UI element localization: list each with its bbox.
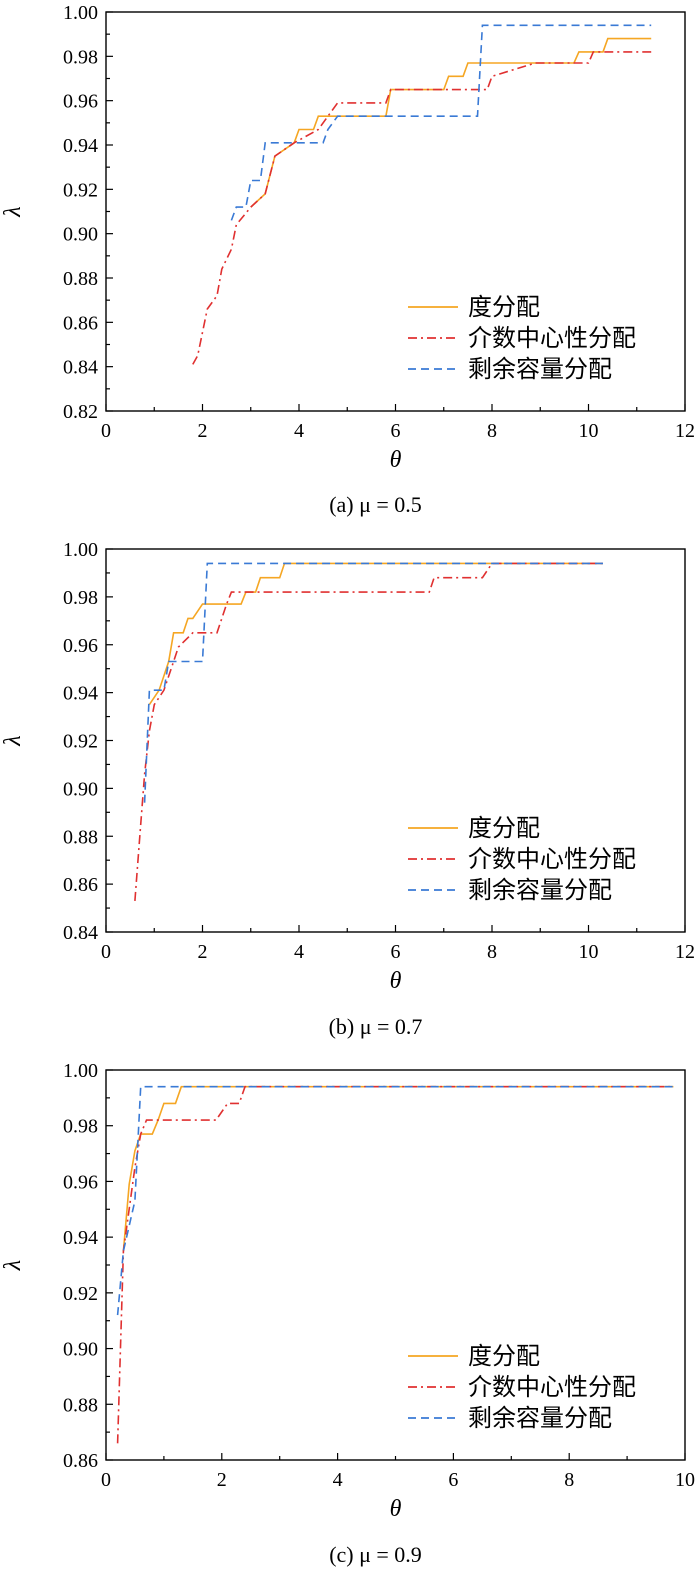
y-tick-label: 0.94 xyxy=(63,1227,98,1249)
x-tick-label: 6 xyxy=(391,941,401,963)
panel-caption: (a) μ = 0.5 xyxy=(329,492,422,517)
y-tick-label: 0.92 xyxy=(63,179,98,201)
y-tick-label: 0.92 xyxy=(63,1283,98,1305)
x-tick-label: 6 xyxy=(391,420,401,442)
y-tick-label: 0.88 xyxy=(63,826,98,848)
x-tick-label: 8 xyxy=(564,1469,574,1491)
series-line-1 xyxy=(192,51,652,365)
x-tick-label: 6 xyxy=(448,1469,458,1491)
y-tick-label: 0.88 xyxy=(63,268,98,290)
y-tick-label: 0.96 xyxy=(63,635,98,657)
y-axis-title: λ xyxy=(0,1260,26,1271)
y-tick-label: 0.86 xyxy=(63,1450,98,1472)
x-tick-label: 10 xyxy=(675,1469,695,1491)
y-tick-label: 0.84 xyxy=(63,357,98,379)
series-line-0 xyxy=(250,37,652,208)
y-tick-label: 0.90 xyxy=(63,224,98,246)
y-tick-label: 1.00 xyxy=(63,2,98,24)
x-tick-label: 2 xyxy=(198,420,208,442)
legend-label-0: 度分配 xyxy=(468,1342,540,1370)
x-axis-title: θ xyxy=(390,1496,402,1522)
series-line-2 xyxy=(230,24,652,221)
y-tick-label: 0.86 xyxy=(63,312,98,334)
legend-label-0: 度分配 xyxy=(468,814,540,842)
y-axis-title: λ xyxy=(0,206,26,217)
legend-label-1: 介数中心性分配 xyxy=(468,845,636,873)
y-tick-label: 0.88 xyxy=(63,1394,98,1416)
y-tick-label: 0.98 xyxy=(63,46,98,68)
x-tick-label: 8 xyxy=(487,941,497,963)
y-tick-label: 0.86 xyxy=(63,874,98,896)
plot-frame xyxy=(105,548,686,933)
y-tick-label: 0.90 xyxy=(63,1339,98,1361)
x-tick-label: 12 xyxy=(675,420,695,442)
legend-label-2: 剩余容量分配 xyxy=(468,1404,612,1432)
x-tick-label: 10 xyxy=(579,941,599,963)
x-tick-label: 0 xyxy=(101,941,111,963)
legend-label-2: 剩余容量分配 xyxy=(468,355,612,383)
y-tick-label: 0.98 xyxy=(63,587,98,609)
series-line-0 xyxy=(122,1085,674,1252)
x-tick-label: 4 xyxy=(294,420,304,442)
x-tick-label: 12 xyxy=(675,941,695,963)
x-axis-title: θ xyxy=(390,447,402,473)
series-line-2 xyxy=(116,1085,674,1316)
series-line-2 xyxy=(143,562,603,803)
x-tick-label: 0 xyxy=(101,1469,111,1491)
y-tick-label: 0.84 xyxy=(63,922,98,944)
x-tick-label: 0 xyxy=(101,420,111,442)
x-tick-label: 4 xyxy=(294,941,304,963)
x-tick-label: 10 xyxy=(579,420,599,442)
chart-panel-0: 0 2 4 6 8 10 12 0.82 0.84 0.86 0.88 0.90 0.92 0.94 0.9… xyxy=(0,2,695,517)
y-tick-label: 0.96 xyxy=(63,91,98,113)
y-tick-label: 0.94 xyxy=(63,135,98,157)
y-tick-label: 0.90 xyxy=(63,778,98,800)
plot-frame xyxy=(105,1069,686,1461)
y-tick-label: 0.96 xyxy=(63,1171,98,1193)
y-tick-label: 0.94 xyxy=(63,683,98,705)
series-line-1 xyxy=(116,1085,674,1444)
x-tick-label: 4 xyxy=(333,1469,343,1491)
y-tick-label: 0.98 xyxy=(63,1116,98,1138)
x-tick-label: 2 xyxy=(198,941,208,963)
legend-label-0: 度分配 xyxy=(468,293,540,321)
panel-caption: (c) μ = 0.9 xyxy=(329,1542,422,1567)
series-line-0 xyxy=(148,562,603,706)
y-tick-label: 1.00 xyxy=(63,1060,98,1082)
chart-panel-1: 0 2 4 6 8 10 12 0.84 0.86 0.88 0.90 0.92 0.94 0.96 0.9… xyxy=(0,539,695,1039)
y-tick-label: 1.00 xyxy=(63,539,98,561)
x-axis-title: θ xyxy=(390,968,402,994)
panel-caption: (b) μ = 0.7 xyxy=(329,1014,423,1039)
y-tick-label: 0.92 xyxy=(63,731,98,753)
x-tick-label: 8 xyxy=(487,420,497,442)
legend-label-1: 介数中心性分配 xyxy=(468,324,636,352)
chart-panel-2: 0 2 4 6 8 10 0.86 0.88 0.90 0.92 0.94 0.96 0.98 1.00 θ… xyxy=(0,1060,695,1567)
legend-label-2: 剩余容量分配 xyxy=(468,876,612,904)
y-tick-label: 0.82 xyxy=(63,401,98,423)
y-axis-title: λ xyxy=(0,735,26,746)
x-tick-label: 2 xyxy=(217,1469,227,1491)
legend-label-1: 介数中心性分配 xyxy=(468,1373,636,1401)
